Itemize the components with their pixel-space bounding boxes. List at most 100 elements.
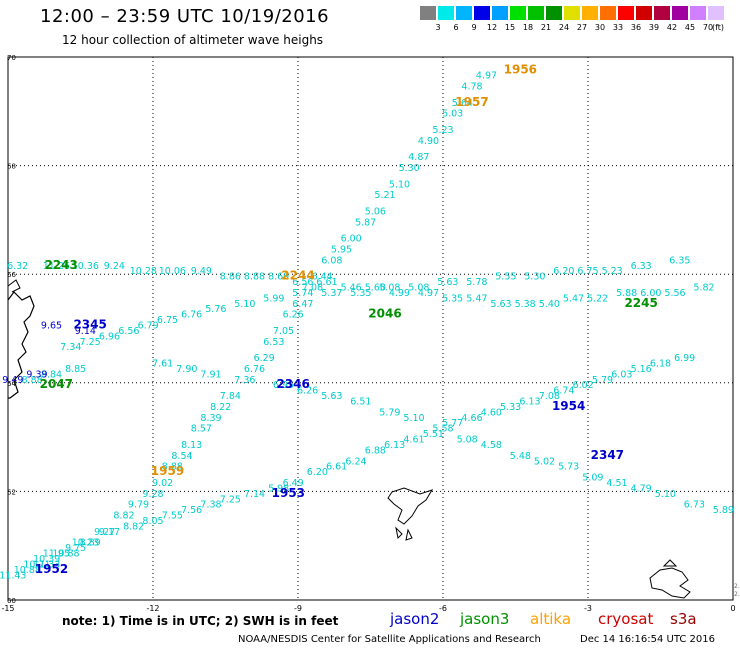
longitude-tick-label: -15 <box>1 604 14 613</box>
wave-height-value: 9.17 <box>99 527 120 538</box>
pass-time-label: 1952 <box>35 562 68 576</box>
wave-height-value: 5.10 <box>389 179 410 190</box>
wave-height-value: 5.63 <box>321 391 342 402</box>
wave-height-value: 6.73 <box>684 500 705 511</box>
wave-height-value: 6.20 <box>307 467 328 478</box>
generation-date: Dec 14 16:16:54 UTC 2016 <box>580 634 715 645</box>
wave-height-value: 6.56 <box>118 326 139 337</box>
latitude-tick-label: 64 <box>7 380 16 388</box>
wave-height-value: 5.06 <box>365 206 386 217</box>
wave-height-value: 4.97 <box>476 71 497 82</box>
scale-unit: (ft) <box>712 23 725 32</box>
wave-height-value: 10.36 <box>72 261 99 272</box>
wave-height-value: 5.08 <box>408 282 429 293</box>
latitude-tick-label: 70 <box>7 54 16 62</box>
scale-swatch <box>618 6 634 20</box>
axis-labels: -15 -12 -9 -6 -3 0 60 62 64 66 68 70 2.82.8 <box>1 54 740 613</box>
scale-label: 18 <box>522 23 534 32</box>
legend-jason2: jason2 <box>390 610 440 628</box>
credit-line: NOAA/NESDIS Center for Satellite Applica… <box>238 634 541 645</box>
wave-height-value: 10.88 <box>14 565 41 576</box>
wave-height-value: 11.26 <box>43 261 70 272</box>
wave-height-value: 5.76 <box>205 304 226 315</box>
wave-height-value: 4.60 <box>481 407 502 418</box>
scale-label: 39 <box>648 23 660 32</box>
wave-height-value: 6.76 <box>181 310 202 321</box>
units-note: note: 1) Time is in UTC; 2) SWH is in fe… <box>62 614 339 628</box>
wave-height-value: 9.28 <box>142 489 163 500</box>
wave-height-value: 6.26 <box>283 310 304 321</box>
shetland-islands <box>649 559 691 599</box>
corner-label: 2.8 <box>734 583 740 590</box>
wave-height-value: 5.82 <box>693 282 714 293</box>
pass-time-label: 2347 <box>591 448 624 462</box>
scale-label: 21 <box>540 23 552 32</box>
wave-height-value: 6.24 <box>345 456 366 467</box>
scale-swatch <box>438 6 454 20</box>
wave-height-value: 5.40 <box>539 299 560 310</box>
wave-height-value: 6.32 <box>7 261 28 272</box>
scale-swatch <box>492 6 508 20</box>
wave-height-value: 5.55 <box>495 272 516 283</box>
wave-height-value: 4.99 <box>389 288 410 299</box>
wave-height-value: 6.44 <box>312 272 333 283</box>
wave-height-value: 9.24 <box>104 261 125 272</box>
longitude-tick-label: -12 <box>146 604 159 613</box>
wave-height-value: 4.87 <box>408 152 429 163</box>
scale-label: 3 <box>435 23 441 32</box>
wave-height-value: 10.23 <box>72 538 99 549</box>
wave-height-value: 7.34 <box>60 342 81 353</box>
legend-s3a: s3a <box>670 610 697 628</box>
wave-height-value: 8.88 <box>22 375 43 386</box>
scale-label: 33 <box>612 23 624 32</box>
wave-height-value: 5.58 <box>432 424 453 435</box>
wave-height-value: 7.38 <box>200 500 221 511</box>
wave-height-value: 5.63 <box>490 299 511 310</box>
wave-height-value: 5.35 <box>350 288 371 299</box>
wave-height-value: 8.22 <box>210 402 231 413</box>
scale-label: 30 <box>594 23 606 32</box>
wave-height-value: 5.21 <box>374 190 395 201</box>
wave-height-value: 5.87 <box>355 217 376 228</box>
wave-height-value: 5.56 <box>664 288 685 299</box>
wave-height-value: 11.95 <box>43 549 70 560</box>
wave-height-value: 6.47 <box>292 299 313 310</box>
wave-height-value: 5.98 <box>268 483 289 494</box>
wave-height-value: 5.89 <box>713 505 734 516</box>
map-title: 12:00 – 23:59 UTC 10/19/2016 <box>40 6 330 27</box>
wave-height-value: 8.85 <box>65 364 86 375</box>
wave-height-value: 5.10 <box>403 413 424 424</box>
wave-height-value: 7.55 <box>162 511 183 522</box>
map-subtitle: 12 hour collection of altimeter wave hei… <box>62 33 324 47</box>
wave-height-value: 8.86 <box>220 272 241 283</box>
wave-height-value: 4.51 <box>606 478 627 489</box>
wave-height-value: 5.63 <box>437 277 458 288</box>
wave-height-value: 4.66 <box>461 413 482 424</box>
wave-height-value: 9.39 <box>26 369 47 380</box>
wave-height-value: 5.74 <box>292 288 313 299</box>
legend-jason3: jason3 <box>460 610 510 628</box>
scale-label: 70 <box>702 23 714 32</box>
wave-height-value: 5.22 <box>587 293 608 304</box>
wave-height-value: 5.73 <box>558 462 579 473</box>
wave-height-value: 6.51 <box>350 397 371 408</box>
wave-height-value: 5.30 <box>524 272 545 283</box>
pass-time-label: 2244 <box>281 269 314 283</box>
wave-height-value: 5.30 <box>399 163 420 174</box>
wave-height-value: 5.10 <box>655 489 676 500</box>
wave-height-value: 6.13 <box>384 440 405 451</box>
wave-height-value: 10.88 <box>52 549 79 560</box>
wave-height-value: 6.18 <box>650 359 671 370</box>
pass-time-label: 2245 <box>624 296 657 310</box>
scale-label: 24 <box>558 23 570 32</box>
wave-height-value: 9.27 <box>94 527 115 538</box>
wave-height-value: 5.09 <box>582 473 603 484</box>
scale-swatch <box>690 6 706 20</box>
wave-height-value: 5.38 <box>515 299 536 310</box>
legend-cryosat: cryosat <box>598 610 654 628</box>
scale-swatch <box>510 6 526 20</box>
pass-time-label: 2346 <box>276 377 309 391</box>
longitude-tick-label: 0 <box>730 604 735 613</box>
wave-height-value: 6.95 <box>273 380 294 391</box>
wave-height-value: 7.05 <box>273 326 294 337</box>
